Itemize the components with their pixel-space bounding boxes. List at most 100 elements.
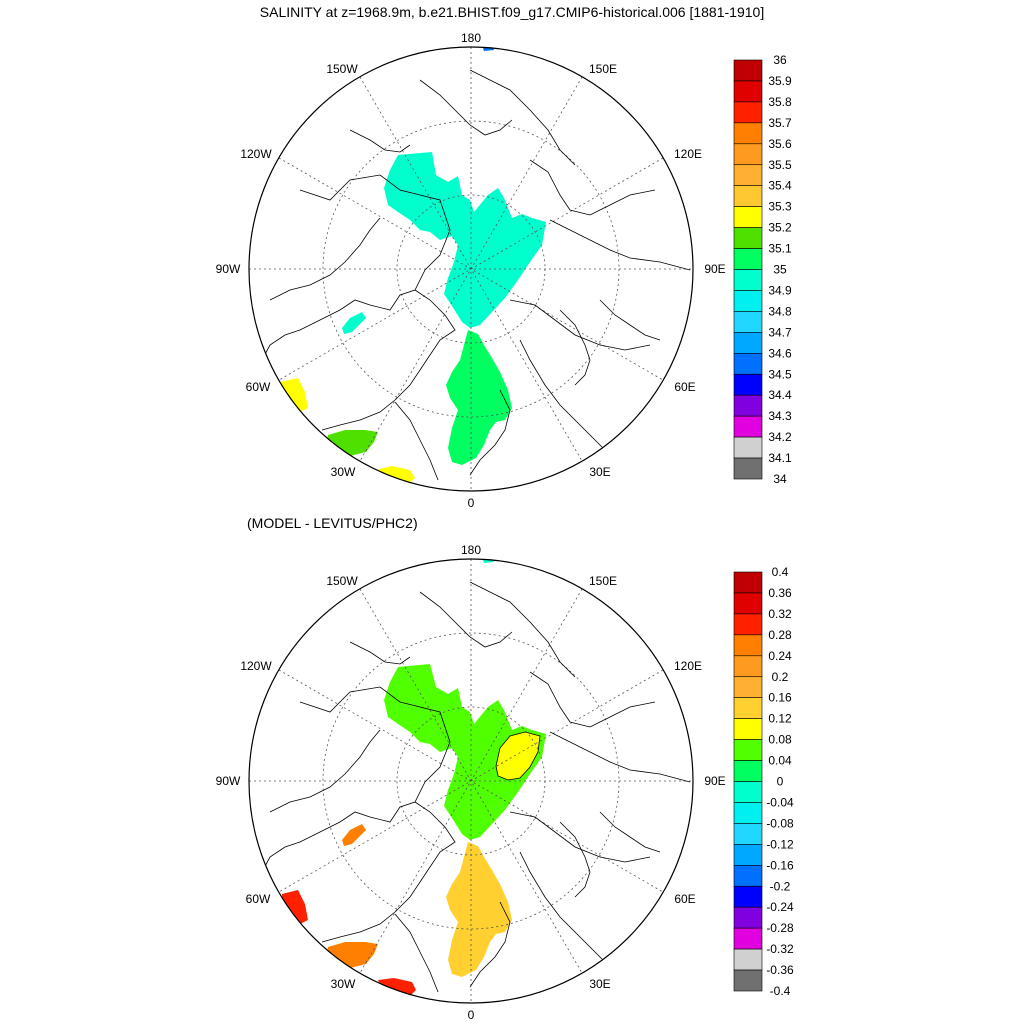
salinity-region-iceland-basin <box>376 466 415 484</box>
colorbar-bottom-tick-label: 0.36 <box>768 586 792 600</box>
lon-label-90w: 90W <box>216 774 241 788</box>
colorbar-bottom-swatch <box>733 697 763 719</box>
lon-label-90e: 90E <box>704 262 725 276</box>
colorbar-bottom-tick-label: 0.24 <box>768 649 792 663</box>
colorbar-top-swatch <box>733 59 763 82</box>
lon-label-60e: 60E <box>674 380 695 394</box>
colorbar-bottom-swatch <box>733 969 763 992</box>
difference-region-iceland-basin <box>378 978 416 996</box>
colorbar-bottom-swatch <box>733 613 763 636</box>
lon-label-30w: 30W <box>331 977 356 991</box>
colorbar-top-tick-label: 35.9 <box>768 74 792 88</box>
colorbar-bottom-swatch <box>733 948 763 971</box>
colorbar-top-swatch <box>733 311 763 333</box>
colorbar-bottom-tick-label: 0.2 <box>772 670 789 684</box>
colorbar-top-swatch <box>733 164 763 187</box>
colorbar-top-tick-label: 35 <box>773 263 787 277</box>
lon-label-150e: 150E <box>589 62 617 76</box>
colorbar-top-tick-label: 36 <box>773 53 787 67</box>
colorbar-bottom-tick-label: -0.32 <box>766 942 794 956</box>
colorbar-top-tick-label: 34.7 <box>768 325 792 339</box>
colorbar-bottom-swatch <box>733 885 763 908</box>
lon-label-180: 180 <box>461 31 481 45</box>
colorbar-bottom-tick-label: -0.08 <box>766 816 794 830</box>
colorbar-bottom-tick-label: -0.04 <box>766 795 794 809</box>
colorbar-bottom-swatch <box>733 823 763 845</box>
colorbar-top-swatch <box>733 332 763 354</box>
salinity-map-top: 180 150W 150E 120W 120E 90W 90E 60W 60E … <box>216 31 792 510</box>
colorbar-bottom-tick-label: -0.12 <box>766 837 794 851</box>
lon-label-0: 0 <box>468 496 475 510</box>
lon-label-30e: 30E <box>589 977 610 991</box>
salinity-region-central-arctic <box>384 152 546 328</box>
colorbar-bottom-tick-label: -0.28 <box>766 921 794 935</box>
colorbar-top-swatch <box>733 269 763 291</box>
lon-label-90w: 90W <box>216 262 241 276</box>
lon-label-60w: 60W <box>246 380 271 394</box>
colorbar-bottom-swatch <box>733 760 763 782</box>
colorbar-bottom-tick-label: 0.28 <box>768 628 792 642</box>
lon-label-120e: 120E <box>674 147 702 161</box>
colorbar-bottom-swatch <box>733 844 763 866</box>
colorbar-top-tick-label: 35.3 <box>768 200 792 214</box>
lon-label-30e: 30E <box>589 465 610 479</box>
colorbar-bottom-tick-label: 0.04 <box>768 754 792 768</box>
colorbar-bottom-tick-label: -0.36 <box>766 963 794 977</box>
colorbar-bottom-swatch <box>733 802 763 824</box>
colorbar-top-tick-label: 34.1 <box>768 451 792 465</box>
colorbar-bottom-swatch <box>733 739 763 761</box>
colorbar-bottom-swatch <box>733 927 763 950</box>
colorbar-top-swatch <box>733 143 763 166</box>
colorbar-bottom-swatch <box>733 718 763 740</box>
colorbar-top-tick-label: 35.2 <box>768 221 792 235</box>
colorbar-top-tick-label: 35.6 <box>768 137 792 151</box>
salinity-region-norwegian-sea <box>446 330 512 465</box>
colorbar-top-swatch <box>733 373 763 396</box>
colorbar-bottom-tick-label: -0.4 <box>770 984 791 998</box>
colorbar-top-tick-label: 34.2 <box>768 430 792 444</box>
colorbar-top: 36 35.9 35.8 35.7 35.6 35.5 35.4 35.3 35.2 35.1 35… <box>733 53 792 486</box>
colorbar-bottom-swatch <box>733 906 763 929</box>
difference-subtitle: (MODEL - LEVITUS/PHC2) <box>247 515 418 531</box>
colorbar-top-tick-label: 35.4 <box>768 179 792 193</box>
lon-label-180: 180 <box>461 543 481 557</box>
lon-label-60e: 60E <box>674 892 695 906</box>
map-boundary-top <box>248 46 694 492</box>
colorbar-top-swatch <box>733 415 763 438</box>
colorbar-bottom-tick-label: 0.12 <box>768 712 792 726</box>
colorbar-bottom-swatch <box>733 676 763 699</box>
salinity-region-labrador-sea <box>280 378 308 412</box>
colorbar-top-tick-label: 34.5 <box>768 367 792 381</box>
colorbar-bottom-tick-label: 0.16 <box>768 691 792 705</box>
colorbar-top-swatch <box>733 206 763 228</box>
colorbar-top-swatch <box>733 185 763 207</box>
colorbar-top-swatch <box>733 101 763 124</box>
difference-region-baffin-fragment <box>342 824 366 846</box>
colorbar-top-swatch <box>733 394 763 417</box>
colorbar-bottom-swatch <box>733 864 763 887</box>
colorbar-top-tick-label: 34.3 <box>768 409 792 423</box>
difference-region-barents-sea <box>495 731 541 781</box>
salinity-region-baffin-fragment <box>342 312 366 334</box>
lon-label-90e: 90E <box>704 774 725 788</box>
colorbar-bottom-tick-label: 0 <box>777 775 784 789</box>
colorbar-top-tick-label: 35.5 <box>768 158 792 172</box>
lon-label-150e: 150E <box>589 574 617 588</box>
coastlines-bottom <box>261 581 691 993</box>
colorbar-top-tick-label: 35.7 <box>768 116 792 130</box>
colorbar-bottom-swatch <box>733 634 763 657</box>
lon-label-60w: 60W <box>246 892 271 906</box>
lon-label-0: 0 <box>468 1008 475 1022</box>
salinity-difference-map-bottom: 180 150W 150E 120W 120E 90W 90E 60W 60E … <box>216 543 794 1022</box>
colorbar-top-tick-label: 34.6 <box>768 346 792 360</box>
colorbar-top-tick-label: 35.1 <box>768 242 792 256</box>
difference-region-norwegian-sea <box>446 842 512 977</box>
lon-label-30w: 30W <box>331 465 356 479</box>
colorbar-top-swatch <box>733 227 763 249</box>
figure-title: SALINITY at z=1968.9m, b.e21.BHIST.f09_g… <box>259 4 765 20</box>
colorbar-bottom-tick-label: -0.24 <box>766 900 794 914</box>
colorbar-bottom-swatch <box>733 781 763 803</box>
colorbar-top-swatch <box>733 122 763 145</box>
lon-label-120w: 120W <box>240 147 272 161</box>
colorbar-top-swatch <box>733 352 763 375</box>
